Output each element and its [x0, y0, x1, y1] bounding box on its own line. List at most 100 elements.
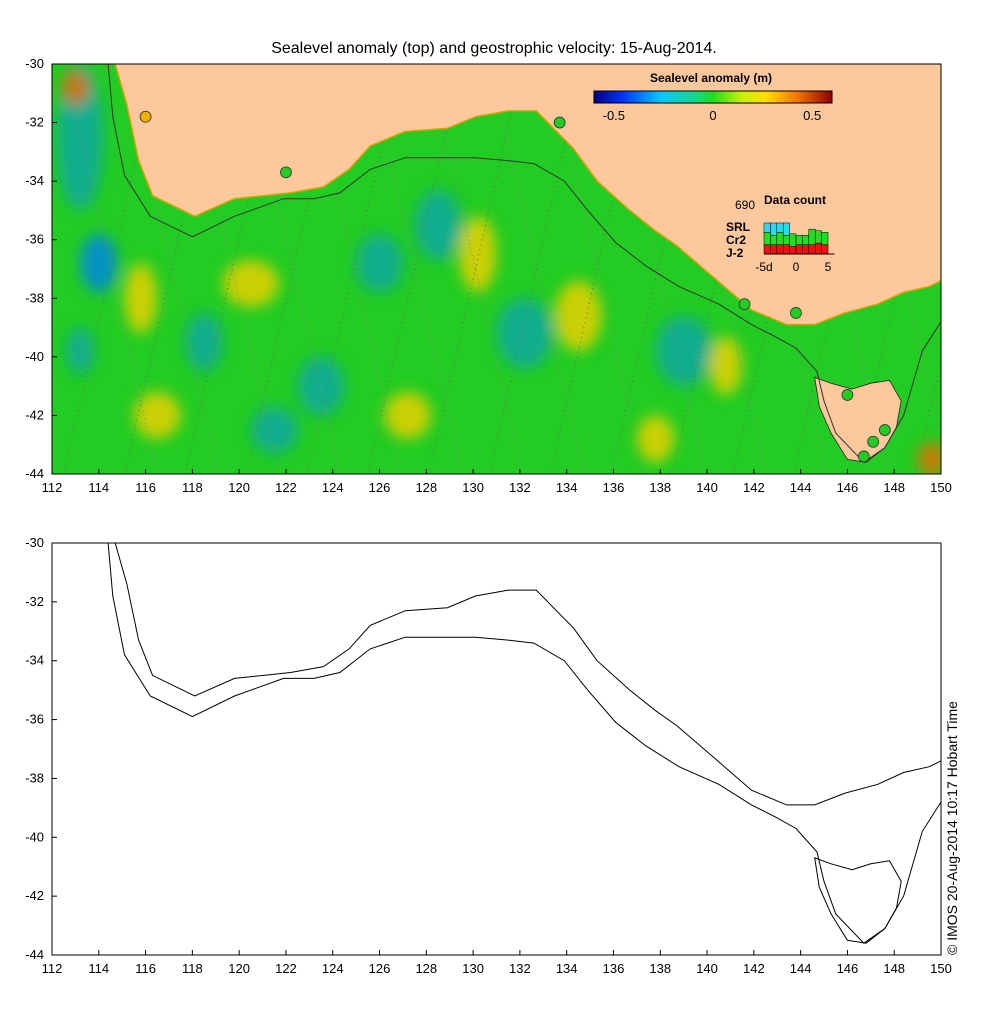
- anomaly-patch: [496, 298, 553, 369]
- top-xtick-label: 128: [415, 480, 437, 495]
- top-xtick-label: 116: [135, 480, 156, 495]
- top-ytick-label: -44: [25, 466, 44, 481]
- bottom-xtick-label: 118: [182, 961, 203, 976]
- data-count-bar-j-2: [776, 244, 784, 255]
- bottom-xtick-label: 130: [462, 961, 484, 976]
- top-ytick-label: -36: [25, 232, 44, 247]
- bottom-xtick-label: 122: [275, 961, 297, 976]
- shelf-edge-line: [107, 64, 941, 463]
- anomaly-patch: [124, 263, 158, 334]
- data-count-bar-j-2: [770, 244, 778, 255]
- top-xtick-label: 126: [369, 480, 391, 495]
- anomaly-patch: [185, 312, 223, 372]
- top-xtick-label: 120: [228, 480, 250, 495]
- top-ytick-label: -32: [25, 115, 44, 130]
- bottom-axes: 112 114 116 118 120 122 124 126 128 130 132 134 136 1…: [25, 535, 952, 976]
- colorbar-tick-label: 0.5: [803, 108, 821, 123]
- bottom-xtick-label: 140: [696, 961, 718, 976]
- coastline-line: [114, 543, 941, 806]
- data-count-bar-j-2: [763, 244, 771, 255]
- bottom-xtick-label: 136: [603, 961, 625, 976]
- anomaly-patch: [414, 189, 462, 261]
- top-frame: [51, 63, 942, 475]
- data-count-bar-cr2: [821, 232, 829, 245]
- anomaly-patch: [297, 356, 345, 416]
- top-ytick-label: -34: [25, 173, 44, 188]
- tide-gauge-marker: [878, 424, 891, 436]
- bottom-ytick-label: -36: [25, 712, 44, 727]
- top-xtick-label: 118: [182, 480, 203, 495]
- tide-gauge-marker: [553, 116, 566, 129]
- bottom-xtick-label: 144: [790, 961, 812, 976]
- bottom-background: [52, 543, 941, 955]
- data-count-axis: -5d 0 5: [755, 253, 835, 274]
- bottom-xtick-label: 120: [228, 961, 250, 976]
- tide-gauge-marker: [790, 307, 802, 319]
- tide-gauge-marker: [857, 450, 870, 463]
- data-count-bar-srl: [763, 222, 771, 233]
- bottom-xtick-label: 114: [88, 961, 109, 976]
- bottom-xtick-label: 138: [649, 961, 671, 976]
- top-ytick-label: -40: [25, 349, 44, 364]
- bottom-xtick-label: 124: [322, 961, 344, 976]
- top-ytick-label: -38: [25, 290, 44, 305]
- anomaly-patch: [655, 315, 712, 387]
- bottom-xtick-label: 134: [556, 961, 578, 976]
- bottom-xtick-label: 148: [883, 961, 905, 976]
- tide-gauge-marker: [841, 389, 854, 401]
- anomaly-patch: [66, 327, 95, 375]
- data-count-title: Data count: [764, 193, 826, 207]
- bottom-xtick-label: 112: [42, 961, 63, 976]
- anomaly-patch: [80, 233, 118, 293]
- anomaly-patch: [61, 69, 90, 105]
- data-count-bar-srl: [782, 222, 790, 236]
- tide-gauge-markers: [139, 110, 891, 463]
- data-count-bar-cr2: [763, 232, 771, 245]
- anomaly-patch: [222, 260, 279, 308]
- top-xtick-label: 140: [696, 480, 718, 495]
- data-count-xtick-label: 5: [825, 260, 832, 274]
- colorbar-tick-label: 0: [709, 108, 716, 123]
- anomaly-patch: [356, 233, 403, 293]
- top-xtick-label: 148: [883, 480, 905, 495]
- data-count-legend-j-2: J-2: [726, 246, 744, 260]
- velocity-map-panel: [52, 543, 941, 955]
- track-line: [914, 359, 941, 474]
- australia-land: [114, 64, 941, 326]
- tide-gauge-marker: [280, 166, 292, 179]
- data-count-bar-j-2: [802, 244, 810, 255]
- tide-gauge-marker: [139, 110, 152, 123]
- data-count-bar-cr2: [808, 228, 816, 245]
- data-count-xtick-label: 0: [793, 260, 800, 274]
- anomaly-patch: [459, 216, 497, 293]
- bottom-ytick-label: -34: [25, 653, 44, 668]
- top-xtick-label: 138: [649, 480, 671, 495]
- bottom-xtick-label: 142: [743, 961, 765, 976]
- top-xtick-label: 112: [42, 480, 63, 495]
- bottom-ytick-label: -42: [25, 888, 44, 903]
- tide-gauge-marker: [867, 435, 880, 448]
- anomaly-patch: [636, 415, 675, 463]
- data-count-bar-cr2: [770, 235, 778, 245]
- top-ytick-label: -30: [25, 56, 44, 71]
- track-line: [428, 64, 523, 474]
- anomaly-patch: [133, 392, 181, 439]
- track-line: [367, 64, 462, 474]
- top-xtick-label: 122: [275, 480, 297, 495]
- data-count-bar-j-2: [821, 244, 829, 255]
- anomaly-patch: [250, 406, 298, 454]
- data-count-total: 690: [735, 198, 755, 212]
- bottom-ytick-label: -38: [25, 770, 44, 785]
- top-xtick-label: 132: [509, 480, 531, 495]
- top-xtick-label: 144: [790, 480, 812, 495]
- top-xtick-label: 136: [603, 480, 625, 495]
- top-xtick-label: 124: [322, 480, 344, 495]
- data-count-bar-j-2: [789, 246, 797, 255]
- data-count-bar-cr2: [814, 230, 822, 244]
- anomaly-patch: [554, 280, 602, 351]
- top-ytick-label: -42: [25, 407, 44, 422]
- colorbar-title: Sealevel anomaly (m): [650, 71, 772, 85]
- data-count-bar-cr2: [802, 235, 810, 245]
- anomaly-patch: [709, 336, 743, 395]
